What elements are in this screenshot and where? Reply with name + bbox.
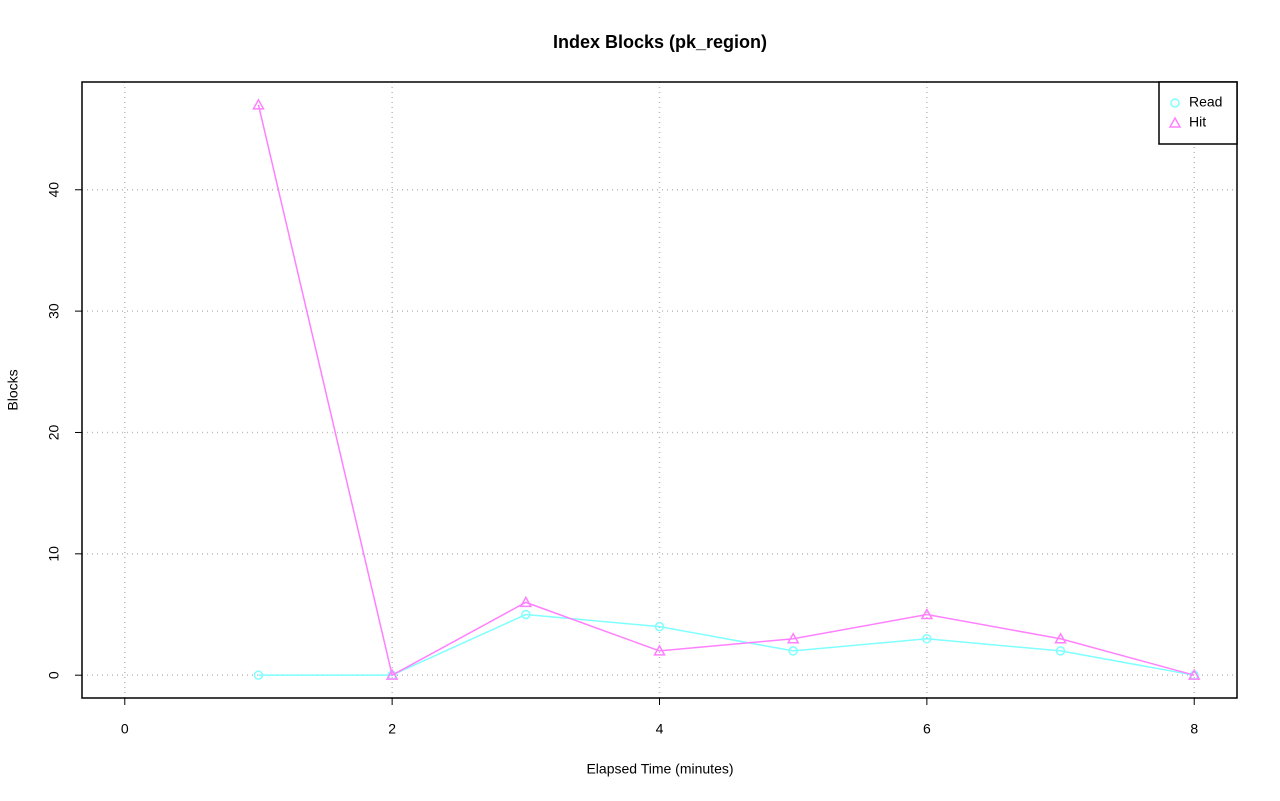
data-point bbox=[1187, 668, 1201, 680]
data-point bbox=[385, 668, 399, 680]
legend-marker bbox=[1168, 116, 1182, 128]
series-line bbox=[258, 613, 1195, 676]
legend-box bbox=[1158, 81, 1238, 145]
data-point bbox=[1055, 646, 1066, 656]
data-point bbox=[253, 670, 264, 680]
y-tick-label: 20 bbox=[46, 424, 62, 440]
data-point bbox=[922, 634, 932, 644]
x-tick-label: 0 bbox=[121, 721, 129, 737]
y-tick-label: 0 bbox=[46, 671, 62, 679]
data-point bbox=[920, 607, 934, 620]
y-tick-label: 30 bbox=[46, 303, 62, 319]
data-point bbox=[252, 98, 265, 110]
legend-marker bbox=[1170, 98, 1180, 108]
data-point bbox=[653, 644, 666, 656]
data-point bbox=[521, 609, 531, 620]
series-line bbox=[257, 104, 1195, 677]
y-tick-label: 40 bbox=[46, 182, 62, 198]
data-point bbox=[786, 632, 800, 644]
data-point bbox=[654, 621, 665, 632]
data-point bbox=[1054, 632, 1067, 644]
x-tick-label: 6 bbox=[923, 721, 931, 737]
legend-label: Hit bbox=[1189, 114, 1206, 130]
data-point bbox=[788, 646, 798, 656]
data-point bbox=[519, 595, 533, 608]
x-tick-label: 2 bbox=[388, 721, 396, 737]
chart-title: Index Blocks (pk_region) bbox=[553, 32, 767, 52]
x-tick-label: 4 bbox=[656, 721, 664, 737]
x-axis-label: Elapsed Time (minutes) bbox=[586, 761, 733, 777]
legend-label: Read bbox=[1189, 94, 1222, 110]
x-tick-label: 8 bbox=[1190, 721, 1198, 737]
plot-frame bbox=[81, 81, 1238, 699]
y-axis-label: Blocks bbox=[5, 369, 21, 410]
y-tick-label: 10 bbox=[46, 546, 62, 562]
